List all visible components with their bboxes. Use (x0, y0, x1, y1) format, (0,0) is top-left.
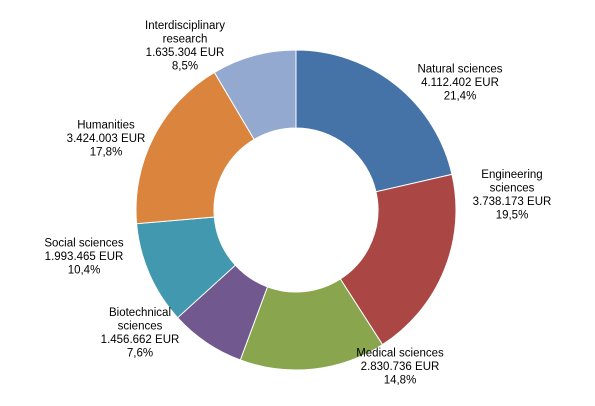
slice-humanities (135, 71, 255, 225)
data-label: Interdisciplinary research 1.635.304 EUR 8,… (145, 20, 225, 73)
slice-interdisciplinary-research (213, 49, 297, 141)
data-label: Engineering sciences 3.738.173 EUR 19,5% (473, 169, 552, 222)
data-label: Humanities 3.424.003 EUR 17,8% (67, 120, 146, 159)
data-label: Social sciences 1.993.465 EUR 10,4% (44, 238, 124, 277)
slice-natural-sciences (295, 49, 453, 193)
data-label: Medical sciences 2.830.736 EUR 14,8% (356, 348, 444, 387)
chart-labels: Natural sciences 4.112.402 EUR 21,4% Engine… (44, 20, 551, 387)
chart-slices (135, 49, 457, 371)
slice-engineering-sciences (339, 173, 457, 346)
data-label: Biotechnical sciences 1.456.662 EUR 7,6% (101, 307, 180, 360)
data-label: Natural sciences 4.112.402 EUR 21,4% (417, 64, 502, 103)
